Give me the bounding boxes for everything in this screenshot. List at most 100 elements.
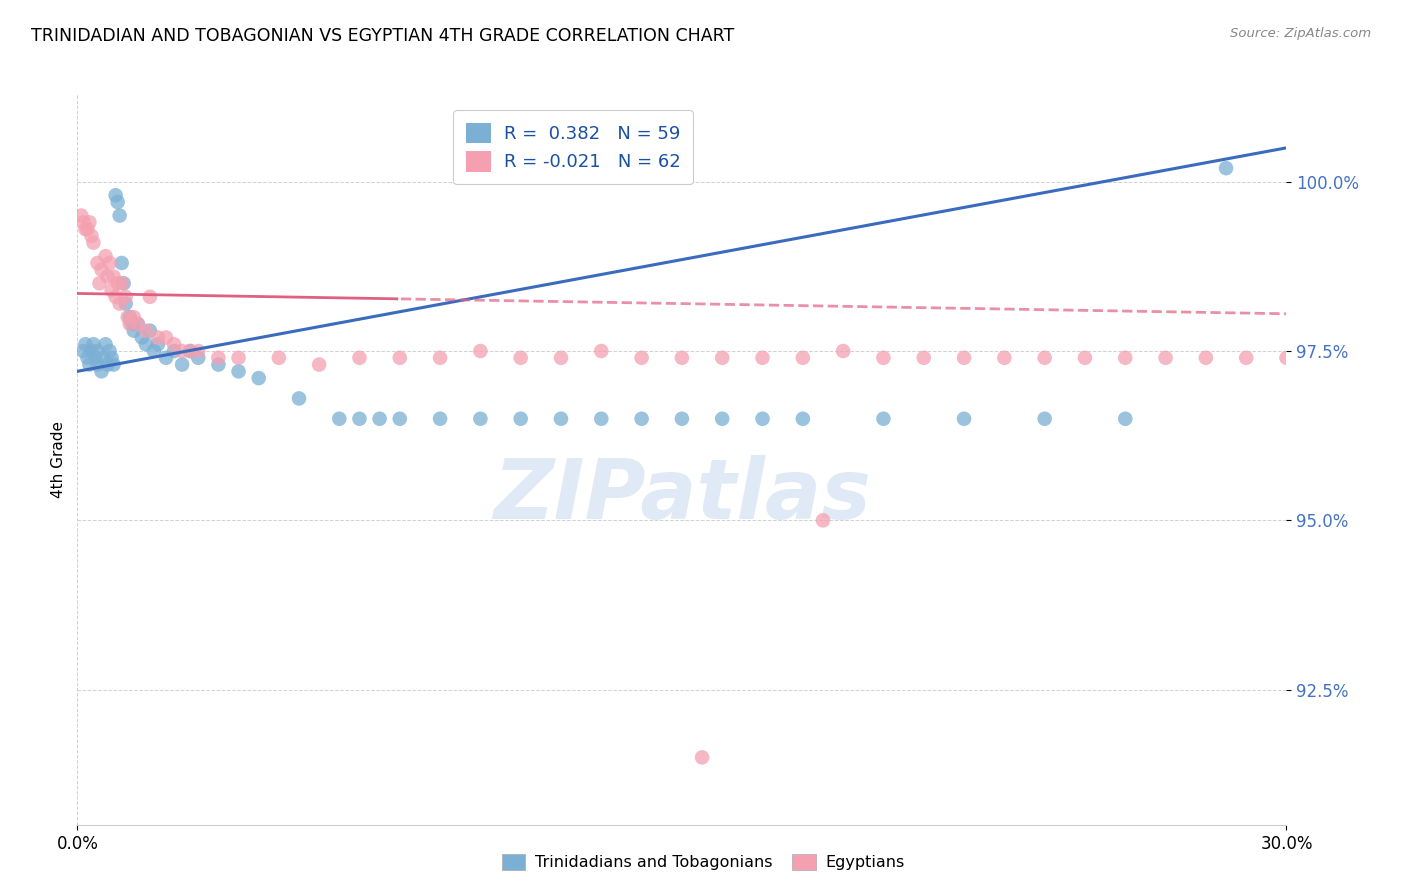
Point bbox=[207, 358, 229, 372]
Point bbox=[751, 411, 773, 425]
Point bbox=[872, 351, 894, 365]
Point bbox=[90, 262, 112, 277]
Point bbox=[103, 358, 125, 372]
Point bbox=[135, 337, 157, 351]
Point bbox=[711, 351, 734, 365]
Point bbox=[76, 351, 98, 365]
Point bbox=[114, 290, 136, 304]
Point bbox=[550, 411, 572, 425]
Point bbox=[84, 351, 107, 365]
Point bbox=[122, 310, 145, 325]
Point bbox=[107, 194, 129, 209]
Point bbox=[872, 411, 894, 425]
Point bbox=[509, 351, 531, 365]
Point bbox=[187, 344, 209, 359]
Point bbox=[228, 351, 250, 365]
Point bbox=[142, 344, 165, 359]
Point bbox=[811, 513, 834, 527]
Point bbox=[1074, 351, 1097, 365]
Point bbox=[80, 344, 103, 359]
Point bbox=[388, 411, 411, 425]
Point bbox=[470, 411, 492, 425]
Point bbox=[155, 330, 177, 344]
Point bbox=[1234, 351, 1257, 365]
Point bbox=[630, 411, 652, 425]
Point bbox=[127, 317, 149, 331]
Legend: Trinidadians and Tobagonians, Egyptians: Trinidadians and Tobagonians, Egyptians bbox=[495, 847, 911, 877]
Point bbox=[207, 351, 229, 365]
Point bbox=[912, 351, 935, 365]
Point bbox=[470, 344, 492, 359]
Point bbox=[93, 351, 115, 365]
Point bbox=[100, 283, 122, 297]
Point bbox=[72, 344, 94, 359]
Point bbox=[96, 358, 118, 372]
Point bbox=[98, 256, 121, 270]
Point bbox=[112, 277, 135, 291]
Point bbox=[1215, 161, 1237, 176]
Text: ZIPatlas: ZIPatlas bbox=[494, 456, 870, 536]
Point bbox=[247, 371, 270, 385]
Text: TRINIDADIAN AND TOBAGONIAN VS EGYPTIAN 4TH GRADE CORRELATION CHART: TRINIDADIAN AND TOBAGONIAN VS EGYPTIAN 4… bbox=[31, 27, 734, 45]
Point bbox=[121, 317, 143, 331]
Point bbox=[711, 411, 734, 425]
Y-axis label: 4th Grade: 4th Grade bbox=[51, 421, 66, 498]
Point bbox=[349, 411, 371, 425]
Legend: R =  0.382   N = 59, R = -0.021   N = 62: R = 0.382 N = 59, R = -0.021 N = 62 bbox=[453, 110, 693, 185]
Point bbox=[368, 411, 391, 425]
Point bbox=[1195, 351, 1218, 365]
Point bbox=[1033, 351, 1056, 365]
Point bbox=[630, 351, 652, 365]
Point bbox=[953, 411, 976, 425]
Point bbox=[114, 296, 136, 310]
Point bbox=[107, 277, 129, 291]
Point bbox=[671, 351, 693, 365]
Point bbox=[429, 411, 451, 425]
Point bbox=[76, 222, 98, 236]
Point bbox=[349, 351, 371, 365]
Point bbox=[135, 324, 157, 338]
Text: Source: ZipAtlas.com: Source: ZipAtlas.com bbox=[1230, 27, 1371, 40]
Point bbox=[792, 411, 814, 425]
Point bbox=[103, 269, 125, 284]
Point bbox=[1114, 351, 1136, 365]
Point bbox=[131, 330, 153, 344]
Point bbox=[429, 351, 451, 365]
Point bbox=[89, 277, 111, 291]
Point bbox=[1275, 351, 1298, 365]
Point bbox=[108, 296, 131, 310]
Point bbox=[690, 750, 713, 764]
Point bbox=[146, 337, 169, 351]
Point bbox=[179, 344, 201, 359]
Point bbox=[163, 337, 186, 351]
Point bbox=[172, 344, 194, 359]
Point bbox=[179, 344, 201, 359]
Point bbox=[98, 344, 121, 359]
Point bbox=[671, 411, 693, 425]
Point bbox=[111, 256, 134, 270]
Point bbox=[1033, 411, 1056, 425]
Point bbox=[267, 351, 290, 365]
Point bbox=[139, 324, 162, 338]
Point bbox=[308, 358, 330, 372]
Point bbox=[127, 317, 149, 331]
Point bbox=[108, 209, 131, 223]
Point bbox=[75, 337, 97, 351]
Point bbox=[118, 317, 141, 331]
Point bbox=[111, 277, 134, 291]
Point bbox=[122, 324, 145, 338]
Point bbox=[1114, 411, 1136, 425]
Point bbox=[1154, 351, 1177, 365]
Point bbox=[72, 215, 94, 229]
Point bbox=[94, 249, 117, 263]
Point bbox=[146, 330, 169, 344]
Point bbox=[82, 235, 104, 250]
Point bbox=[86, 358, 108, 372]
Point bbox=[94, 337, 117, 351]
Point bbox=[187, 351, 209, 365]
Point bbox=[832, 344, 855, 359]
Point bbox=[751, 351, 773, 365]
Point bbox=[79, 215, 101, 229]
Point bbox=[82, 337, 104, 351]
Point bbox=[80, 228, 103, 243]
